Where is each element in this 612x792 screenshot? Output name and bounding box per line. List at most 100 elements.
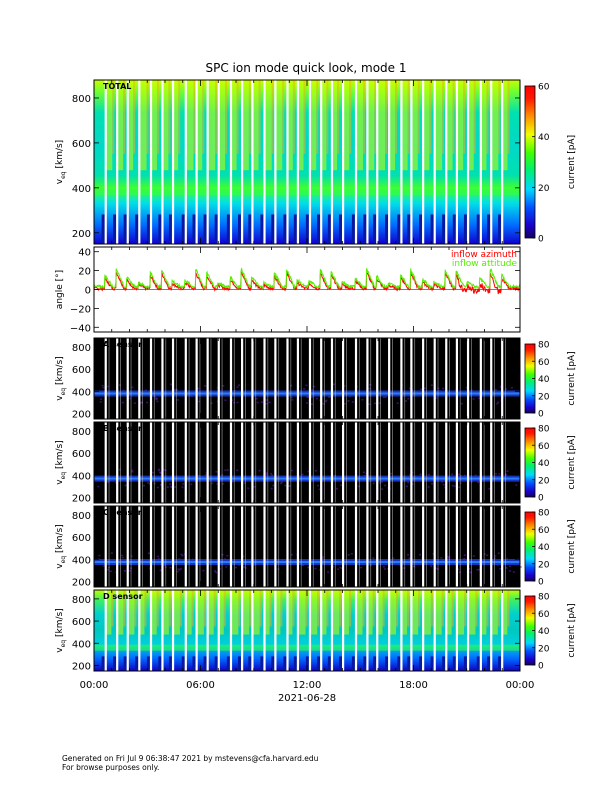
y-label-main: v: [55, 178, 65, 184]
heatmap-streak: [283, 656, 289, 671]
data-gap-edge: [233, 506, 235, 587]
data-gap: [422, 338, 425, 419]
data-gap: [184, 338, 187, 419]
data-gap: [138, 506, 141, 587]
data-gap: [490, 80, 493, 244]
noise-dot: [197, 387, 200, 390]
noise-dot: [155, 398, 158, 401]
heatmap-streak: [179, 590, 182, 627]
data-gap-edge: [494, 338, 495, 419]
noise-dot: [405, 485, 408, 488]
heatmap-streak: [253, 590, 260, 635]
heatmap-streak: [457, 80, 464, 171]
heatmap-background: [94, 506, 520, 587]
data-gap-edge: [345, 338, 347, 419]
noise-dot: [451, 473, 454, 476]
data-gap-edge: [267, 422, 269, 503]
data-gap-edge: [459, 338, 461, 419]
heatmap-streak: [144, 590, 147, 627]
heatmap-streak: [303, 80, 306, 154]
heatmap-streak: [402, 590, 408, 635]
data-gap-edge: [290, 338, 292, 419]
heatmap-streak: [317, 214, 323, 244]
heatmap-streak: [498, 80, 501, 154]
data-gap: [206, 80, 209, 244]
data-gap: [388, 590, 391, 671]
y-tick-label: 200: [72, 493, 91, 504]
noise-dot: [215, 571, 218, 574]
heatmap-streak: [327, 656, 333, 671]
noise-dot: [476, 569, 479, 571]
heatmap-streak: [265, 80, 272, 171]
data-gap: [184, 506, 187, 587]
colorbar-tick-label: 40: [538, 375, 550, 385]
data-gap: [455, 422, 459, 503]
noise-dot: [463, 474, 466, 477]
data-gap: [445, 338, 448, 419]
data-gap: [263, 338, 266, 419]
noise-dot: [272, 484, 275, 487]
data-gap: [149, 506, 153, 587]
noise-dot: [494, 389, 497, 391]
data-gap: [354, 338, 358, 419]
noise-dot: [420, 388, 423, 391]
heatmap-streak: [317, 656, 323, 671]
data-gap-edge: [324, 506, 325, 587]
heatmap-streak: [112, 80, 115, 154]
heatmap-streak: [282, 80, 285, 154]
colorbar-label: current [pA]: [567, 603, 577, 657]
x-tick-label: 00:00: [506, 680, 535, 691]
noise-dot: [265, 472, 268, 474]
data-gap: [341, 80, 345, 244]
heatmap-streak: [226, 214, 232, 244]
y-tick-label: 800: [72, 343, 91, 354]
data-gap: [217, 506, 220, 587]
data-gap: [320, 338, 323, 419]
data-gap-edge: [108, 338, 110, 419]
data-gap: [104, 80, 107, 244]
y-tick-label: 600: [72, 449, 91, 460]
data-gap: [376, 590, 379, 671]
data-gap: [149, 422, 153, 503]
data-gap: [354, 506, 358, 587]
heatmap-streak: [181, 656, 187, 671]
y-axis-label: veq [km/s]: [55, 608, 67, 652]
data-gap: [138, 590, 141, 671]
heatmap-streak: [373, 656, 379, 671]
heatmap-streak: [106, 80, 113, 171]
heatmap-streak: [390, 80, 396, 171]
panel-label: TOTAL: [103, 82, 131, 91]
noise-dot: [269, 472, 272, 475]
data-gap-edge: [392, 422, 393, 503]
data-gap-edge: [221, 506, 223, 587]
noise-dot: [442, 483, 445, 486]
noise-dot: [231, 480, 234, 483]
data-gap: [206, 422, 209, 503]
heatmap-streak: [151, 80, 157, 171]
colorbar-tick-label: 20: [538, 392, 550, 402]
noise-dot: [361, 398, 364, 401]
data-gap: [455, 590, 459, 671]
heatmap-streak: [178, 80, 181, 154]
x-tick-label: 00:00: [80, 680, 109, 691]
heatmap-streak: [487, 214, 493, 244]
noise-dot: [181, 554, 184, 557]
noise-dot: [179, 568, 182, 570]
heatmap-streak: [362, 590, 365, 627]
heatmap-streak: [363, 656, 369, 671]
heatmap-streak: [327, 214, 333, 244]
noise-dot: [383, 568, 386, 570]
colorbar-label: current [pA]: [567, 435, 577, 489]
data-gap: [501, 506, 504, 587]
panel-label: A sensor: [103, 340, 142, 349]
data-gap-edge: [483, 506, 485, 587]
y-tick-label: 800: [72, 595, 91, 606]
noise-dot: [268, 401, 271, 404]
noise-dot: [160, 484, 163, 486]
noise-dot: [430, 565, 433, 567]
data-gap: [341, 422, 345, 503]
noise-dot: [121, 554, 124, 557]
heatmap-streak: [451, 590, 454, 627]
noise-dot: [310, 396, 313, 398]
heatmap-streak: [113, 214, 119, 244]
